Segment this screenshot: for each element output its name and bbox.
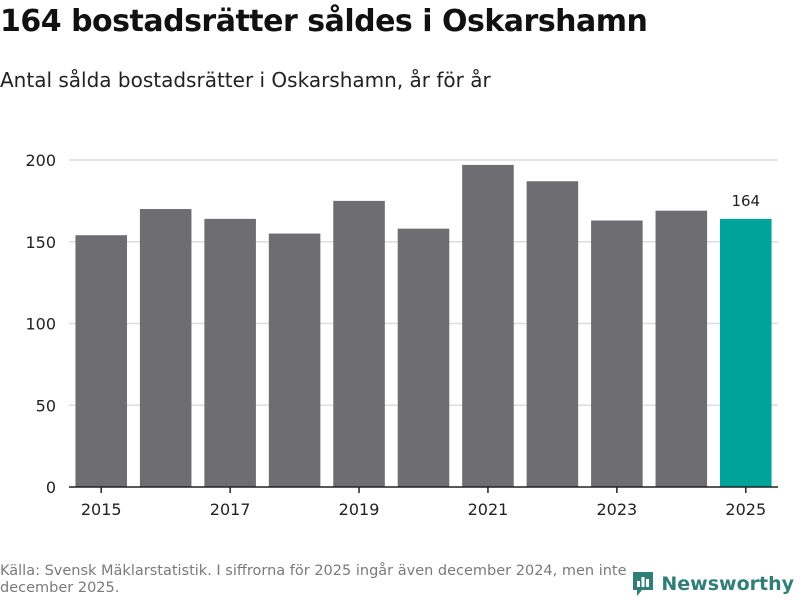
- chart-subtitle: Antal sålda bostadsrätter i Oskarshamn, …: [0, 68, 491, 92]
- newsworthy-logo: Newsworthy: [631, 570, 794, 598]
- bar-2023: [591, 220, 643, 487]
- newsworthy-logo-icon: [633, 572, 654, 596]
- bar-2024: [655, 210, 708, 487]
- bar-2025: [719, 218, 772, 488]
- bars: 164: [75, 164, 772, 488]
- x-tick-label-2019: 2019: [339, 500, 380, 519]
- x-tick-label-2021: 2021: [468, 500, 509, 519]
- y-tick-label-150: 150: [25, 233, 56, 252]
- bar-2020: [397, 228, 450, 488]
- bar-chart: 164 0 50 100 150 200 2015 2017 2019 2021 2023 2025: [25, 151, 778, 519]
- bar-2022: [526, 181, 579, 487]
- x-tick-label-2017: 2017: [210, 500, 251, 519]
- x-tick-label-2025: 2025: [725, 500, 766, 519]
- bar-2019: [333, 200, 385, 487]
- data-label-2025: 164: [731, 192, 760, 210]
- bar-2017: [204, 218, 256, 488]
- y-tick-label-0: 0: [46, 478, 56, 497]
- source-note: Källa: Svensk Mäklarstatistik. I siffror…: [0, 563, 627, 596]
- bar-2016: [139, 209, 192, 488]
- y-tick-label-100: 100: [25, 315, 56, 334]
- axes: 0 50 100 150 200 2015 2017 2019 2021 2023 2025: [25, 151, 778, 519]
- chart-title: 164 bostadsrätter såldes i Oskarshamn: [0, 4, 648, 39]
- x-tick-label-2023: 2023: [597, 500, 638, 519]
- x-tick-label-2015: 2015: [81, 500, 122, 519]
- brand-name: Newsworthy: [661, 573, 794, 595]
- y-tick-label-50: 50: [36, 396, 56, 415]
- bar-2018: [268, 233, 321, 487]
- bar-2021: [462, 164, 514, 487]
- bar-2015: [75, 235, 128, 487]
- y-tick-label-200: 200: [25, 151, 56, 170]
